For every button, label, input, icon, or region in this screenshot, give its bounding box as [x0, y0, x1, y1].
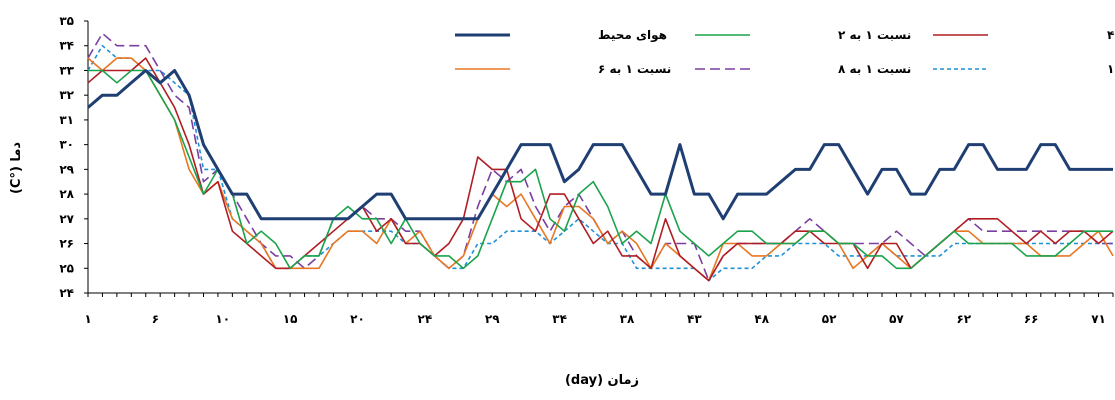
x-tick-label: ۲۰ — [350, 312, 365, 326]
series-line-0 — [87, 69, 1113, 221]
y-tick-label: ۲۴ — [59, 286, 74, 300]
y-tick-label: ۳۱ — [59, 113, 74, 127]
legend-label-2: نسبت ۱ به ۴ — [1107, 28, 1115, 42]
legend-label-0: هوای محیط — [598, 28, 667, 43]
y-tick-label: ۲۸ — [59, 187, 74, 201]
series-line-2 — [87, 57, 1114, 282]
x-tick-label: ۶۲ — [956, 312, 971, 326]
y-tick-label: ۲۹ — [59, 162, 74, 176]
x-tick-label: ۳۸ — [620, 312, 635, 326]
legend-label-4: نسبت ۱ به ۸ — [838, 62, 911, 76]
x-axis-title: زمان (day) — [565, 373, 639, 388]
x-tick-label: ۱۰ — [215, 312, 230, 326]
legend-label-1: نسبت ۱ به ۲ — [838, 28, 911, 42]
series-lines — [87, 32, 1114, 282]
legend: هوای محیط نسبت ۱ به ۲ نسبت ۱ به ۴ نسبت ۱ به… — [455, 28, 1115, 76]
x-tick-label: ۱ — [84, 312, 91, 326]
legend-label-5: نسبت ۱ به ۱۰ — [1107, 62, 1115, 76]
x-tick-label: ۶۶ — [1024, 312, 1039, 326]
y-tick-label: ۳۳ — [59, 63, 74, 77]
x-tick-label: ۶ — [152, 312, 159, 326]
y-tick-label: ۳۲ — [59, 88, 74, 102]
y-tick-label: ۳۵ — [59, 14, 74, 28]
legend-label-3: نسبت ۱ به ۶ — [598, 62, 671, 76]
y-tick-label: ۲۶ — [59, 237, 74, 251]
y-tick-label: ۲۵ — [59, 261, 74, 275]
x-tick-label: ۵۲ — [822, 312, 837, 326]
x-tick-label: ۵۷ — [889, 312, 904, 326]
series-line-3 — [87, 57, 1114, 282]
x-tick-label: ۷۱ — [1091, 312, 1106, 326]
x-tick-label: ۲۹ — [485, 312, 500, 326]
x-tick-label: ۱۵ — [283, 312, 298, 326]
tick-labels: ۲۴ ۲۵ ۲۶ ۲۷ ۲۸ ۲۹ ۳۰ ۳۱ ۳۲ ۳۳ ۳۴ ۳۵ ۱ ۶ ۱۰ ۱۵ ۲۰ ۲۴ ۲۹ ۳۴ ۳۸… — [59, 14, 1106, 326]
x-tick-label: ۴۳ — [687, 312, 702, 326]
x-tick-label: ۴۸ — [754, 312, 769, 326]
y-tick-label: ۳۴ — [59, 39, 74, 53]
y-tick-label: ۲۷ — [59, 212, 74, 226]
series-line-1 — [88, 69, 1113, 270]
chart-axes — [84, 20, 1114, 297]
y-tick-label: ۳۰ — [59, 138, 74, 152]
y-axis-title: دما (°C) — [9, 142, 24, 194]
x-tick-label: ۳۴ — [552, 312, 567, 326]
x-tick-label: ۲۴ — [418, 312, 433, 326]
